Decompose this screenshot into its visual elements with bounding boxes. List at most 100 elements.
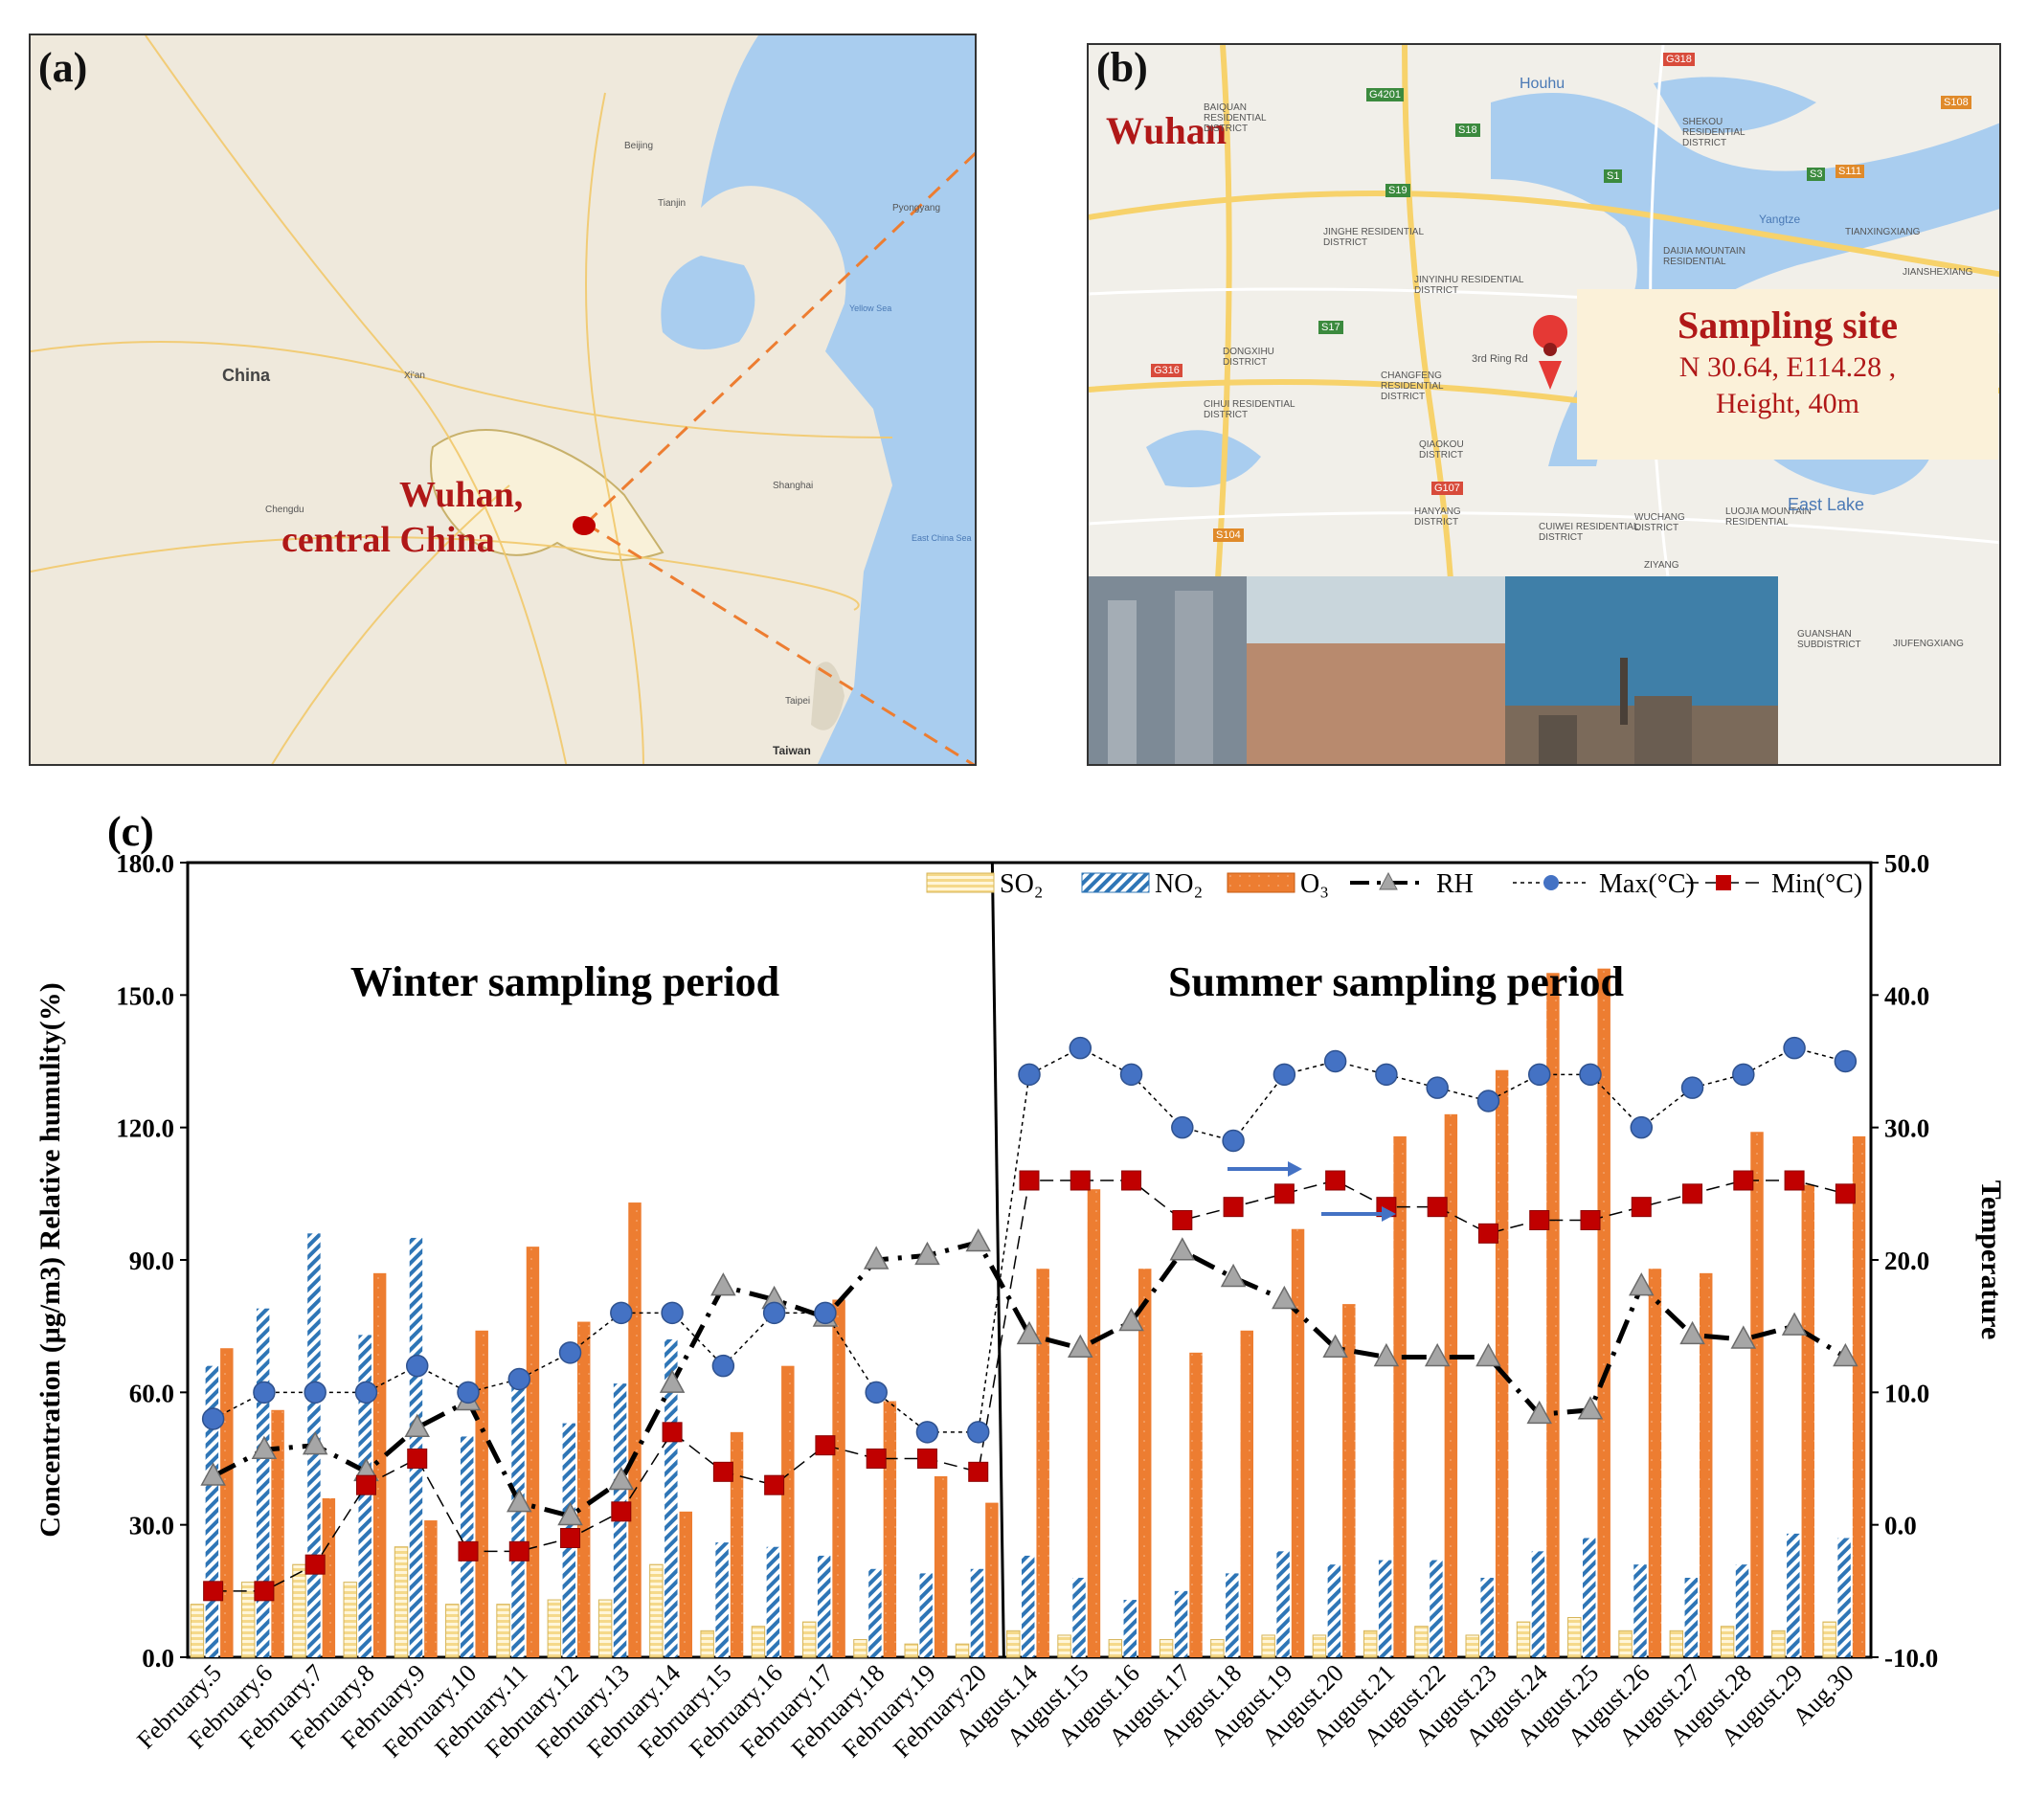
so2-bar — [292, 1563, 306, 1658]
max-temp-point — [558, 1341, 582, 1364]
no2-bar — [919, 1573, 933, 1657]
city-title: Wuhan — [1106, 109, 1227, 152]
o3-bar — [220, 1348, 234, 1657]
max-temp-point — [814, 1301, 837, 1325]
o3-bar — [1444, 1113, 1458, 1657]
min-temp-point — [712, 1461, 733, 1482]
so2-bar — [700, 1629, 714, 1658]
so2-bar — [1261, 1634, 1275, 1658]
city-label: Xi'an — [404, 371, 425, 381]
max-temp-point — [762, 1301, 786, 1325]
min-temp-point — [407, 1449, 428, 1469]
rh-point — [251, 1435, 278, 1460]
o3-bar — [1291, 1228, 1305, 1657]
o3-bar — [1393, 1135, 1407, 1657]
so2-bar — [1414, 1626, 1429, 1658]
no2-bar — [817, 1555, 831, 1657]
o3-bar — [1597, 968, 1610, 1657]
rh-point — [1679, 1320, 1705, 1345]
district-label: JIUFENGXIANG — [1893, 639, 1964, 649]
max-temp-point — [1476, 1090, 1500, 1112]
period-divider — [990, 862, 1005, 1658]
max-temp-point — [507, 1367, 531, 1391]
o3-bar — [1036, 1269, 1049, 1657]
so2-bar — [1312, 1634, 1327, 1658]
max-temp-point — [1273, 1063, 1296, 1087]
road-label: S104 — [1213, 528, 1244, 542]
y-right-tick-label: 30.0 — [1884, 1114, 1929, 1143]
max-temp-point — [1323, 1049, 1347, 1073]
rh-point — [1373, 1342, 1400, 1367]
no2-bar — [970, 1568, 984, 1657]
min-temp-point — [1325, 1170, 1346, 1191]
min-temp-point — [1580, 1210, 1601, 1230]
min-temp-point — [560, 1528, 581, 1548]
district-label: GUANSHAN SUBDISTRICT — [1797, 629, 1861, 650]
rh-point — [1068, 1334, 1093, 1358]
so2-bar — [1465, 1634, 1479, 1658]
max-temp-point — [304, 1381, 327, 1404]
country-label: China — [222, 366, 271, 385]
so2-bar — [1720, 1626, 1735, 1658]
district-label: East Lake — [1788, 495, 1865, 514]
city-label: Shanghai — [773, 481, 814, 491]
rh-point — [1118, 1307, 1144, 1332]
rh-point — [1272, 1285, 1297, 1310]
y-right-tick-label: 50.0 — [1884, 849, 1929, 878]
max-temp-point — [661, 1301, 684, 1325]
so2-bar — [751, 1626, 766, 1658]
no2-bar — [1735, 1564, 1749, 1657]
min-temp-point — [815, 1435, 836, 1456]
o3-bar — [1546, 973, 1560, 1657]
sampling-site-height: Height, 40m — [1716, 388, 1859, 419]
wuhan-label-line2: central China — [282, 520, 495, 560]
max-temp-point — [1630, 1115, 1654, 1139]
o3-bar — [1240, 1330, 1253, 1657]
y-right-tick-label: 40.0 — [1884, 981, 1929, 1010]
so2-bar — [343, 1582, 357, 1658]
so2-bar — [1567, 1617, 1582, 1658]
district-label: ZIYANG — [1644, 560, 1679, 571]
no2-bar — [1327, 1564, 1341, 1657]
max-temp-point — [1171, 1115, 1194, 1139]
o3-bar — [526, 1247, 540, 1657]
max-temp-point — [1119, 1063, 1143, 1087]
y-left-tick-label: 120.0 — [116, 1114, 174, 1143]
so2-bar — [1669, 1629, 1684, 1658]
min-temp-point — [1273, 1183, 1295, 1204]
max-temp-point — [1018, 1063, 1041, 1087]
map-panel-a: (a) China Wuhan, central China Beijing T… — [29, 34, 977, 766]
wuhan-label-line1: Wuhan, — [399, 475, 524, 515]
rh-point — [404, 1413, 430, 1437]
china-map-graphic — [31, 35, 975, 764]
max-temp-point — [1375, 1063, 1398, 1087]
so2-bar — [394, 1546, 409, 1658]
city-label: Taipei — [785, 696, 811, 707]
o3-bar — [781, 1365, 795, 1657]
sampling-site-box: Sampling site N 30.64, E114.28 , Height,… — [1577, 289, 1998, 460]
summer-period-annotation: Summer sampling period — [1168, 958, 1624, 1005]
o3-bar — [1700, 1272, 1713, 1657]
so2-bar — [240, 1582, 256, 1658]
city-label: Chengdu — [265, 505, 304, 515]
no2-bar — [1531, 1551, 1545, 1657]
min-temp-point — [1019, 1170, 1040, 1191]
o3-bar — [883, 1401, 897, 1657]
max-temp-point — [1426, 1076, 1449, 1099]
sampling-site-coords: N 30.64, E114.28 , — [1678, 351, 1897, 383]
panel-c-label: (c) — [107, 808, 154, 855]
district-label: WUCHANG DISTRICT — [1634, 512, 1685, 533]
y-left-tick-label: 60.0 — [129, 1379, 174, 1407]
no2-bar — [868, 1568, 882, 1657]
legend-label: NO₂ — [1155, 869, 1203, 899]
rh-point — [1526, 1400, 1552, 1425]
chart-panel-c: (c) 0.0 30.0 60.0 90.0 120.0 150.0 180.0 -10.0 0… — [34, 808, 2007, 1763]
road-label: G316 — [1151, 364, 1182, 377]
district-label: JINYINHU RESIDENTIAL DISTRICT — [1414, 275, 1524, 296]
district-label: DAIJIA MOUNTAIN RESIDENTIAL — [1663, 246, 1745, 267]
legend-swatch — [1227, 872, 1295, 893]
min-temp-point — [1427, 1197, 1448, 1218]
min-temp-point — [968, 1461, 989, 1482]
max-temp-point — [1527, 1063, 1551, 1087]
max-temp-point — [711, 1354, 735, 1378]
